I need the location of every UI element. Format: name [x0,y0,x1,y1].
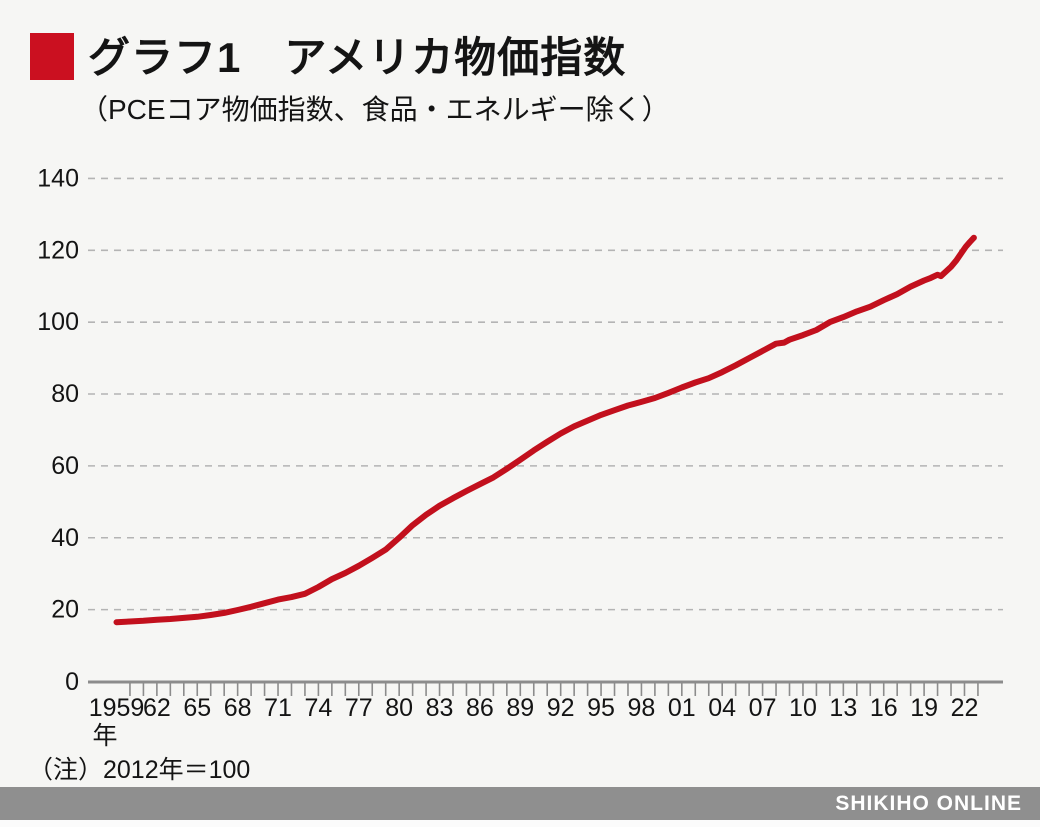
x-tick-label-1977: 77 [345,694,373,722]
y-tick-label-40: 40 [51,524,79,552]
y-tick-label-0: 0 [65,668,79,696]
x-tick-label-1995: 95 [587,694,615,722]
price-index-line [113,234,977,626]
y-tick-label-60: 60 [51,452,79,480]
x-tick-label-2016: 16 [870,694,898,722]
x-tick-label-1986: 86 [466,694,494,722]
x-tick-label-1980: 80 [385,694,413,722]
x-tick-label-1992: 92 [547,694,575,722]
brand-label: SHIKIHO ONLINE [835,792,1022,815]
x-tick-label-1983: 83 [426,694,454,722]
chart-title: グラフ1 アメリカ物価指数 [88,34,627,81]
y-tick-label-140: 140 [37,164,79,192]
x-tick-label-2007: 07 [749,694,777,722]
x-tick-label-2010: 10 [789,694,817,722]
x-tick-label-1998: 98 [628,694,656,722]
footer-bar: SHIKIHO ONLINE [0,787,1040,820]
x-tick-label-1971: 71 [264,694,292,722]
bottom-strip [0,820,1040,827]
x-tick-label-2022: 22 [951,694,979,722]
x-tick-label-2004: 04 [708,694,736,722]
chart-subtitle: （PCEコア物価指数、食品・エネルギー除く） [80,94,670,125]
x-tick-label-1959: 1959 [89,694,145,722]
x-tick-label-1962: 62 [143,694,171,722]
x-tick-label-2001: 01 [668,694,696,722]
title-marker-square [30,33,74,80]
x-tick-label-1968: 68 [224,694,252,722]
y-tick-label-20: 20 [51,596,79,624]
y-tick-label-100: 100 [37,308,79,336]
x-tick-label-2013: 13 [829,694,857,722]
x-axis-unit-label: 年 [92,722,117,750]
x-tick-label-1965: 65 [183,694,211,722]
x-tick-label-2019: 19 [910,694,938,722]
chart-note: （注）2012年＝100 [28,756,251,784]
y-tick-label-80: 80 [51,380,79,408]
y-tick-label-120: 120 [37,236,79,264]
x-tick-label-1989: 89 [506,694,534,722]
x-tick-label-1974: 74 [304,694,332,722]
